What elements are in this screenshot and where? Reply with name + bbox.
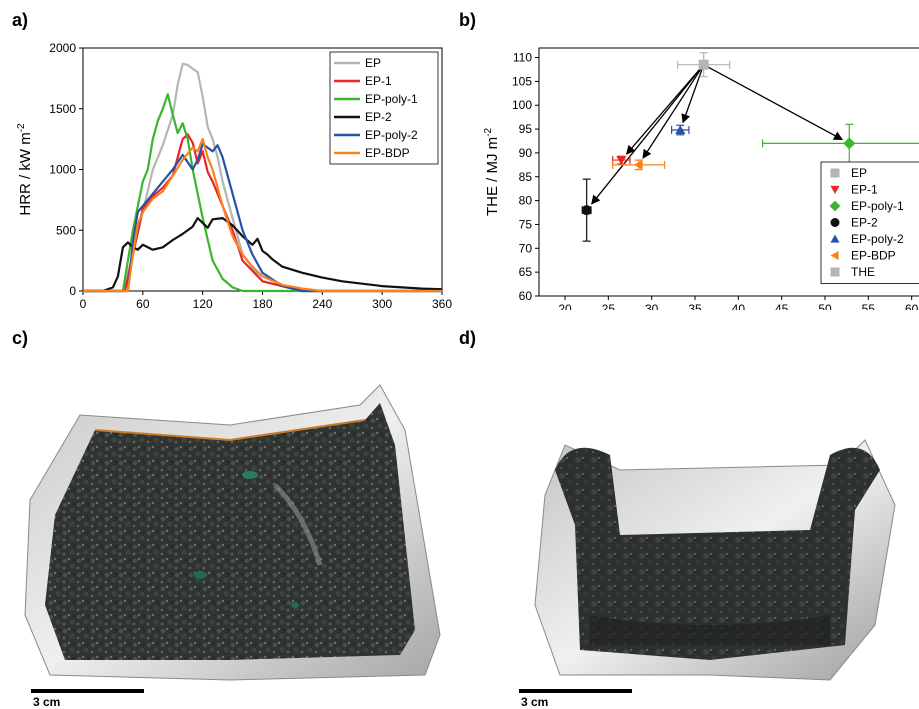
- y-tick-label: 1500: [49, 102, 76, 116]
- char-residue-photo-c: [24, 384, 441, 681]
- panel-label-d: d): [459, 328, 476, 348]
- x-tick-label: 20: [558, 302, 572, 310]
- arrow-to-ep-bdp: [642, 64, 705, 159]
- legend-marker: [829, 200, 841, 212]
- x-tick-label: 120: [193, 297, 213, 310]
- x-tick-label: 40: [732, 302, 746, 310]
- point-ep-poly-1: [843, 137, 856, 150]
- scale-label-c: 3 cm: [33, 695, 61, 709]
- arrow-to-ep-poly-1: [703, 64, 844, 141]
- y-tick-label: 80: [519, 194, 533, 208]
- x-tick-label: 60: [136, 297, 150, 310]
- y-tick-label: 60: [519, 289, 533, 303]
- arrow-to-ep-poly-2: [681, 64, 705, 124]
- y-tick-label: 85: [519, 170, 533, 184]
- legend-label: EP-poly-2: [851, 232, 904, 246]
- x-tick-label: 45: [775, 302, 789, 310]
- legend-marker: [830, 185, 840, 194]
- legend-label: EP: [365, 56, 381, 70]
- y-tick-label: 65: [519, 265, 533, 279]
- legend-label: EP-1: [365, 74, 392, 88]
- scale-bar-c: [31, 689, 144, 693]
- x-tick-label: 180: [252, 297, 272, 310]
- point-ep-bdp: [633, 159, 643, 170]
- legend-label: EP-poly-2: [365, 128, 418, 142]
- x-tick-label: 0: [80, 297, 87, 310]
- legend-marker: [830, 168, 840, 178]
- y-tick-label: 500: [56, 223, 76, 237]
- y-tick-label: 100: [512, 98, 532, 112]
- legend-marker: [830, 218, 840, 227]
- plot-frame: [538, 47, 919, 297]
- y-tick-label: 90: [519, 146, 533, 160]
- x-tick-label: 60: [905, 302, 919, 310]
- arrow-to-ep-2: [591, 64, 705, 205]
- legend-label: EP-1: [851, 183, 878, 197]
- legend-label: EP-2: [365, 110, 392, 124]
- panel-label-a: a): [12, 10, 29, 30]
- y-tick-label: 75: [519, 217, 533, 231]
- the-vs-phrr-chart: 20 25 30 35 40 45 50 55 60 60 65 70 75 80 85 90 95 100 105…: [483, 47, 919, 310]
- char-residue-photo-d: [534, 439, 896, 681]
- x-tick-label: 300: [372, 297, 392, 310]
- y-tick-label: 110: [513, 51, 532, 65]
- legend-marker: [830, 267, 840, 277]
- legend-label: THE: [851, 265, 875, 279]
- legend-marker: [830, 251, 839, 260]
- y-tick-label: 2000: [49, 41, 76, 55]
- y-axis-label: THE / MJ m-2: [483, 128, 501, 217]
- legend-box: [329, 51, 439, 165]
- y-tick-label: 1000: [49, 163, 76, 177]
- series-line-ep-poly-1: [83, 93, 442, 293]
- scale-bar-d: [519, 689, 632, 693]
- panel-label-c: c): [12, 328, 29, 348]
- x-tick-label: 50: [818, 302, 832, 310]
- arrow-to-ep-1: [625, 64, 705, 155]
- y-tick-label: 70: [519, 241, 533, 255]
- x-tick-label: 25: [602, 302, 616, 310]
- point-ep-poly-2: [675, 125, 686, 135]
- series-line-ep: [83, 62, 442, 293]
- y-tick-label: 0: [69, 284, 76, 298]
- y-tick-label: 105: [512, 74, 532, 88]
- panel-label-b: b): [459, 10, 476, 30]
- series-line-ep-2: [83, 217, 443, 293]
- legend-label: EP: [851, 166, 867, 180]
- x-tick-label: 35: [688, 302, 702, 310]
- legend-marker: [830, 234, 840, 243]
- scale-label-d: 3 cm: [521, 695, 549, 709]
- x-tick-label: 30: [645, 302, 659, 310]
- series-line-ep-bdp: [83, 138, 442, 293]
- y-axis-label: HRR / kW m-2: [16, 123, 34, 216]
- point-ep: [698, 59, 709, 70]
- legend-label: EP-poly-1: [851, 199, 904, 213]
- legend-label: EP-BDP: [365, 146, 410, 160]
- series-line-ep-poly-2: [83, 142, 442, 293]
- legend-label: EP-2: [851, 216, 878, 230]
- legend-label: EP-poly-1: [365, 92, 418, 106]
- y-tick-label: 95: [519, 122, 533, 136]
- x-tick-label: 360: [432, 297, 452, 310]
- point-ep-2: [581, 205, 592, 216]
- x-tick-label: 240: [312, 297, 332, 310]
- hrr-chart: 0601201802403003600500100015002000Time /…: [16, 41, 452, 310]
- x-tick-label: 55: [862, 302, 876, 310]
- legend-label: EP-BDP: [851, 249, 896, 263]
- point-ep-1: [616, 156, 627, 166]
